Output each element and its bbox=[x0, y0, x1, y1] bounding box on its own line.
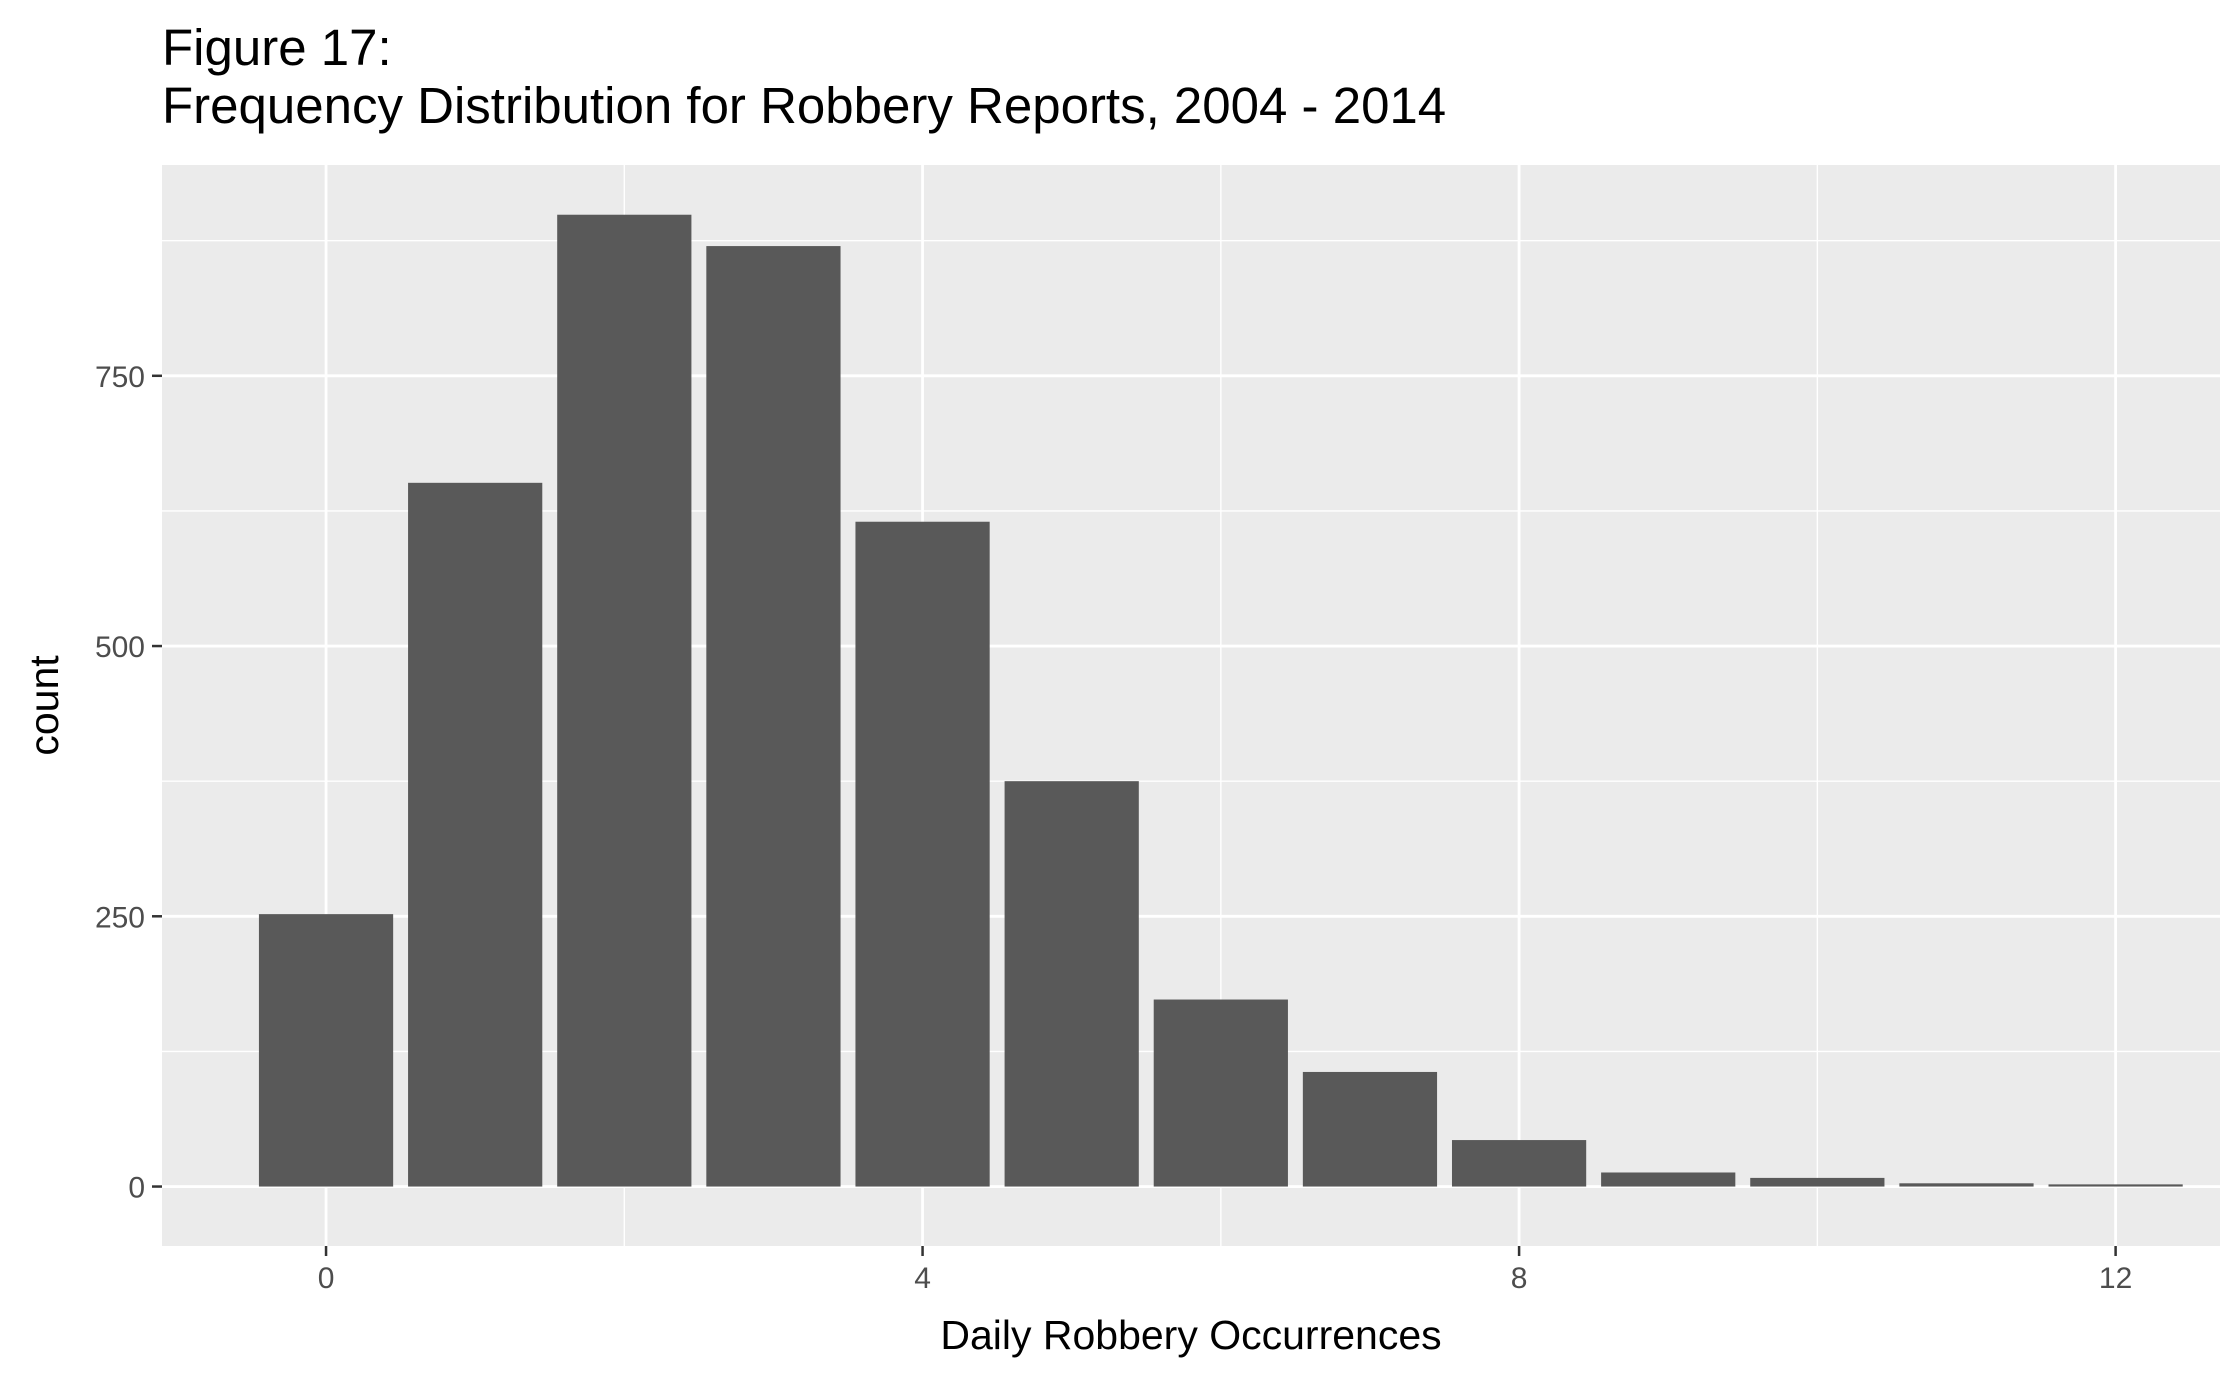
x-axis: 0 4 8 12 bbox=[318, 1246, 2132, 1295]
bar bbox=[1601, 1172, 1736, 1187]
y-tick-label: 500 bbox=[95, 631, 145, 664]
bar bbox=[258, 914, 394, 1187]
chart-title-line-2: Frequency Distribution for Robbery Repor… bbox=[162, 77, 1447, 134]
bar bbox=[706, 246, 841, 1187]
x-tick-label: 8 bbox=[1511, 1262, 1528, 1295]
bar bbox=[855, 521, 990, 1187]
y-axis-title: count bbox=[21, 655, 67, 756]
bar bbox=[557, 214, 692, 1187]
x-axis-title: Daily Robbery Occurrences bbox=[940, 1312, 1441, 1358]
bar bbox=[2048, 1184, 2183, 1187]
bar bbox=[1451, 1140, 1587, 1187]
bar bbox=[1750, 1177, 1885, 1187]
chart-title-line-1: Figure 17: bbox=[162, 19, 392, 76]
bar bbox=[408, 482, 543, 1187]
bar bbox=[1899, 1183, 2034, 1187]
x-tick-label: 0 bbox=[318, 1262, 335, 1295]
y-tick-label: 0 bbox=[128, 1172, 145, 1205]
x-tick-label: 12 bbox=[2099, 1262, 2132, 1295]
y-tick-label: 750 bbox=[95, 361, 145, 394]
x-tick-label: 4 bbox=[914, 1262, 931, 1295]
bar bbox=[1302, 1071, 1438, 1187]
bar-series bbox=[258, 214, 2183, 1187]
bar bbox=[1153, 999, 1288, 1187]
bar bbox=[1004, 781, 1139, 1187]
y-axis: 0 250 500 750 bbox=[95, 361, 162, 1205]
y-tick-label: 250 bbox=[95, 901, 145, 934]
